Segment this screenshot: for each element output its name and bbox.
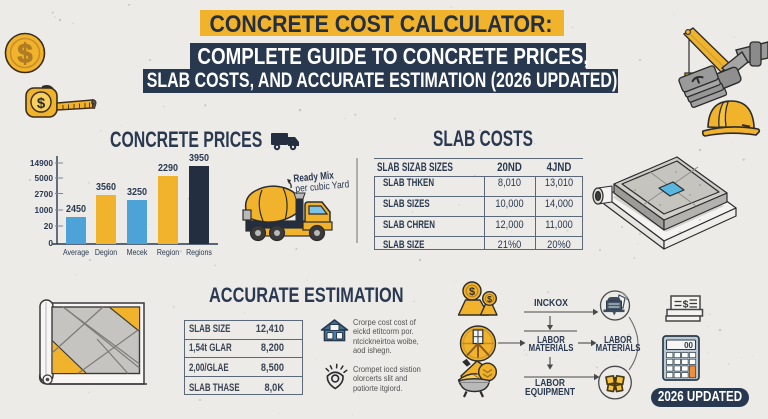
svg-text:$: $ — [37, 95, 46, 112]
svg-text:00: 00 — [684, 341, 693, 350]
svg-text:$: $ — [469, 286, 475, 298]
svg-text:$: $ — [683, 299, 689, 311]
svg-text:$: $ — [17, 39, 32, 69]
svg-text:$: $ — [487, 294, 492, 304]
